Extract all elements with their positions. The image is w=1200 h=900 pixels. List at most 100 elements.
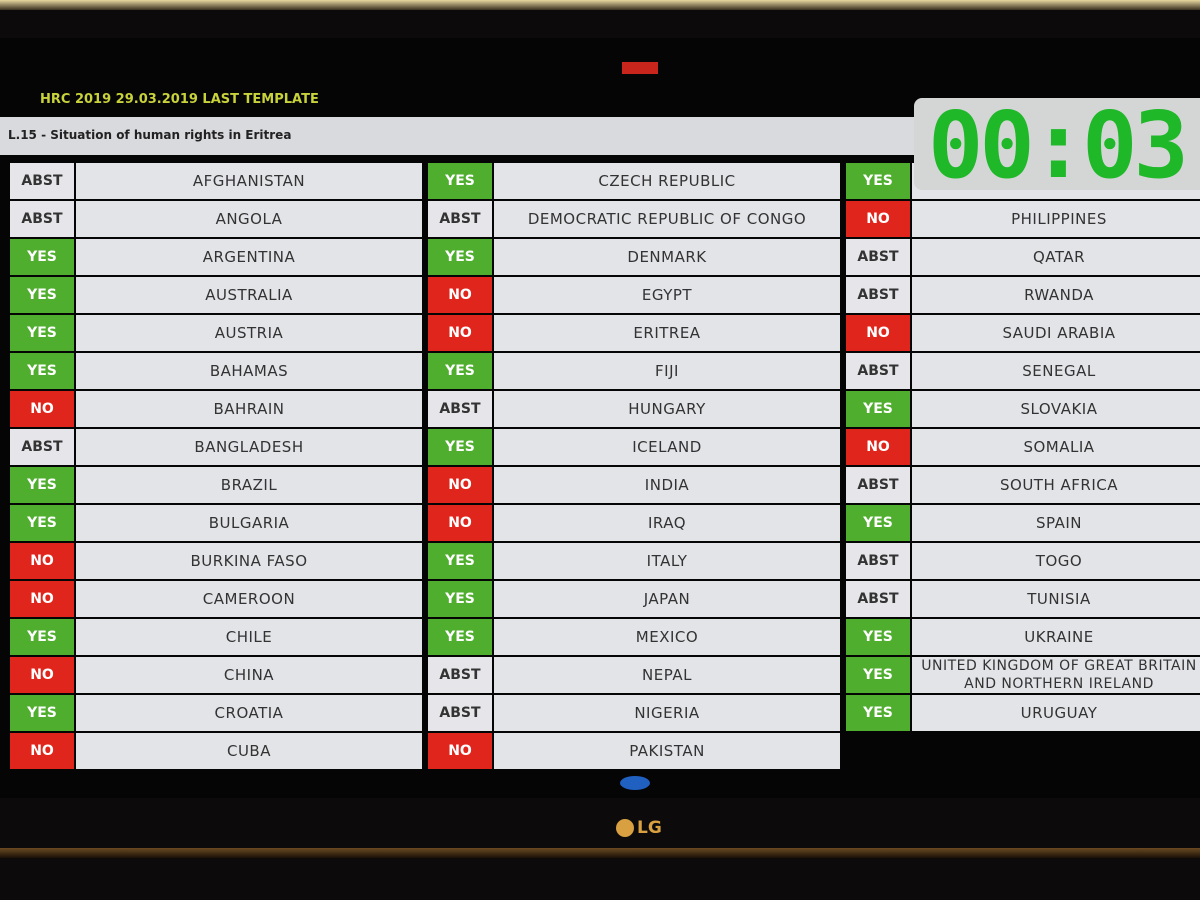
vote-cell: ABST [428, 657, 492, 693]
country-name: MEXICO [494, 619, 840, 655]
country-name: AUSTRIA [76, 315, 422, 351]
country-name: BAHAMAS [76, 353, 422, 389]
vote-cell: YES [846, 391, 910, 427]
country-name: ITALY [494, 543, 840, 579]
country-name: URUGUAY [912, 695, 1200, 731]
country-name: INDIA [494, 467, 840, 503]
vote-row: YES DENMARK [428, 239, 840, 275]
vote-cell: YES [428, 353, 492, 389]
brand-logo: LG [616, 818, 662, 838]
vote-row: YES BRAZIL [10, 467, 422, 503]
country-name: TOGO [912, 543, 1200, 579]
vote-cell: YES [846, 163, 910, 199]
vote-cell: NO [10, 543, 74, 579]
vote-cell: NO [10, 657, 74, 693]
country-name: CHINA [76, 657, 422, 693]
country-name: RWANDA [912, 277, 1200, 313]
country-name: ICELAND [494, 429, 840, 465]
vote-cell: NO [846, 201, 910, 237]
country-name: BURKINA FASO [76, 543, 422, 579]
country-name: CHILE [76, 619, 422, 655]
country-name: BULGARIA [76, 505, 422, 541]
vote-row: YES CHILE [10, 619, 422, 655]
country-name: SENEGAL [912, 353, 1200, 389]
vote-cell: ABST [428, 201, 492, 237]
country-name: SOUTH AFRICA [912, 467, 1200, 503]
bezel-bottom [0, 848, 1200, 858]
vote-row: YES URUGUAY [846, 695, 1200, 731]
country-name: BANGLADESH [76, 429, 422, 465]
vote-row: YES AUSTRIA [10, 315, 422, 351]
country-name: PAKISTAN [494, 733, 840, 769]
vote-cell: ABST [10, 163, 74, 199]
vote-row: NO CHINA [10, 657, 422, 693]
country-name: UNITED KINGDOM OF GREAT BRITAIN AND NORT… [912, 657, 1200, 693]
country-name: BRAZIL [76, 467, 422, 503]
vote-cell: NO [428, 733, 492, 769]
sensor-icon [620, 776, 650, 790]
country-name: UKRAINE [912, 619, 1200, 655]
menu-indicator [622, 62, 658, 74]
brand-name: LG [637, 818, 662, 838]
vote-cell: NO [10, 733, 74, 769]
country-name: HUNGARY [494, 391, 840, 427]
vote-cell: YES [428, 239, 492, 275]
country-name: AFGHANISTAN [76, 163, 422, 199]
vote-cell: YES [846, 657, 910, 693]
bezel-top [0, 0, 1200, 10]
vote-row: YES CZECH REPUBLIC [428, 163, 840, 199]
country-name: TUNISIA [912, 581, 1200, 617]
vote-cell: ABST [10, 201, 74, 237]
vote-row: ABST BANGLADESH [10, 429, 422, 465]
vote-cell: YES [428, 581, 492, 617]
template-title: HRC 2019 29.03.2019 LAST TEMPLATE [40, 92, 319, 107]
vote-row: YES SLOVAKIA [846, 391, 1200, 427]
vote-row: NO IRAQ [428, 505, 840, 541]
vote-column: YESPERUNOPHILIPPINESABSTQATARABSTRWANDAN… [846, 163, 1200, 733]
vote-column: ABST AFGHANISTAN ABST ANGOLA YES ARGENTINA YES… [10, 163, 422, 771]
vote-row: YES ICELAND [428, 429, 840, 465]
vote-row: YES ARGENTINA [10, 239, 422, 275]
country-name: PHILIPPINES [912, 201, 1200, 237]
vote-row: NO SOMALIA [846, 429, 1200, 465]
vote-row: NO CAMEROON [10, 581, 422, 617]
vote-cell: ABST [10, 429, 74, 465]
vote-cell: NO [428, 467, 492, 503]
vote-cell: YES [10, 619, 74, 655]
resolution-bar: L.15 - Situation of human rights in Erit… [0, 117, 940, 155]
country-name: CZECH REPUBLIC [494, 163, 840, 199]
vote-row: YES FIJI [428, 353, 840, 389]
vote-cell: ABST [846, 581, 910, 617]
country-name: CROATIA [76, 695, 422, 731]
vote-cell: YES [10, 277, 74, 313]
country-name: CAMEROON [76, 581, 422, 617]
vote-cell: NO [428, 277, 492, 313]
vote-row: YES BAHAMAS [10, 353, 422, 389]
country-name: SOMALIA [912, 429, 1200, 465]
vote-row: NO PAKISTAN [428, 733, 840, 769]
country-name: IRAQ [494, 505, 840, 541]
vote-row: YES JAPAN [428, 581, 840, 617]
vote-row: YES CROATIA [10, 695, 422, 731]
vote-cell: YES [10, 467, 74, 503]
vote-row: NO SAUDI ARABIA [846, 315, 1200, 351]
vote-cell: YES [428, 619, 492, 655]
vote-cell: ABST [428, 695, 492, 731]
vote-cell: YES [10, 695, 74, 731]
vote-row: ABST AFGHANISTAN [10, 163, 422, 199]
vote-column: YES CZECH REPUBLIC ABST DEMOCRATIC REPUBLIC… [428, 163, 840, 771]
vote-row: YES SPAIN [846, 505, 1200, 541]
vote-cell: YES [846, 505, 910, 541]
vote-row: NO ERITREA [428, 315, 840, 351]
vote-row: NO INDIA [428, 467, 840, 503]
vote-row: NO BAHRAIN [10, 391, 422, 427]
vote-row: YES ITALY [428, 543, 840, 579]
vote-row: YES UNITED KINGDOM OF GREAT BRITAIN AND N… [846, 657, 1200, 693]
countdown-timer: 00:03:0 [914, 98, 1200, 190]
vote-cell: ABST [846, 277, 910, 313]
vote-cell: NO [846, 315, 910, 351]
vote-row: NO EGYPT [428, 277, 840, 313]
vote-row: ABST TOGO [846, 543, 1200, 579]
